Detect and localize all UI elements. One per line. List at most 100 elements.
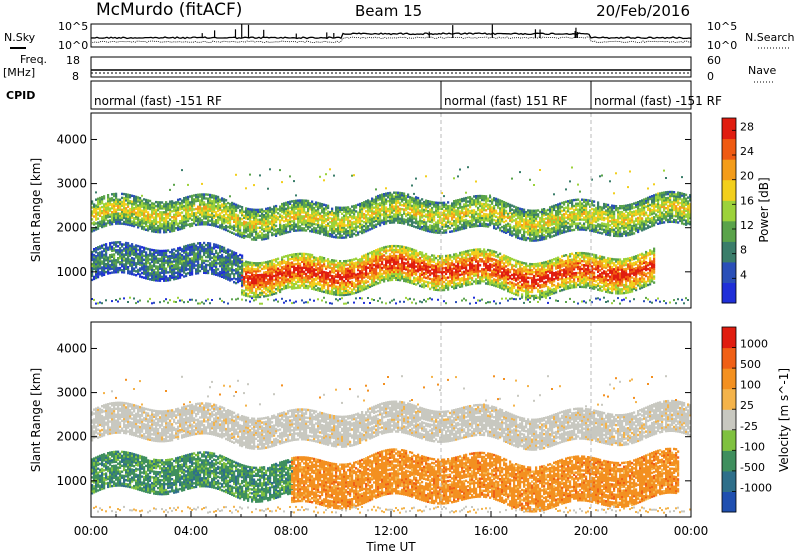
power-cell xyxy=(229,269,232,272)
power-cell xyxy=(231,217,234,221)
power-cell xyxy=(393,248,396,252)
power-cell xyxy=(245,223,248,226)
power-cell xyxy=(301,278,304,281)
power-cell xyxy=(165,207,168,210)
power-cell xyxy=(251,224,254,227)
power-cell xyxy=(413,298,415,301)
power-cell xyxy=(319,218,322,221)
power-cell xyxy=(411,250,414,253)
power-cell xyxy=(283,265,286,268)
power-cell xyxy=(195,219,198,223)
power-cell xyxy=(173,225,176,228)
power-cell xyxy=(109,199,112,202)
power-cell xyxy=(321,215,324,218)
power-cell xyxy=(173,217,176,220)
power-cell xyxy=(193,242,196,246)
power-cell xyxy=(389,270,392,274)
power-cell xyxy=(91,272,94,276)
power-cell xyxy=(295,276,298,280)
power-cell xyxy=(293,283,296,286)
power-cell xyxy=(141,252,144,255)
power-cell xyxy=(205,193,208,196)
power-cell xyxy=(281,284,284,287)
power-cell xyxy=(311,265,314,269)
power-cell xyxy=(173,213,176,216)
power-cell xyxy=(357,213,360,216)
power-cell xyxy=(373,220,376,223)
power-cell xyxy=(267,264,270,267)
power-cell xyxy=(297,252,300,256)
power-cell xyxy=(197,217,200,220)
power-cell xyxy=(99,301,101,304)
power-cell xyxy=(157,251,160,254)
power-cell xyxy=(341,224,344,227)
power-cell xyxy=(215,249,218,253)
power-cell xyxy=(321,216,324,220)
power-cell xyxy=(281,204,284,208)
power-cell xyxy=(397,215,400,218)
power-cell xyxy=(171,266,174,269)
power-cell xyxy=(425,276,428,280)
power-cell xyxy=(103,223,106,226)
power-cell xyxy=(283,301,285,304)
power-cell xyxy=(421,208,424,211)
power-cell xyxy=(393,260,396,264)
power-cell xyxy=(325,281,328,284)
power-cell xyxy=(129,219,132,223)
power-cell xyxy=(127,244,130,247)
power-cell xyxy=(327,275,330,279)
power-cell xyxy=(435,256,438,260)
power-cell xyxy=(403,198,406,201)
power-cell xyxy=(301,201,304,204)
power-cell xyxy=(385,198,388,201)
power-cell xyxy=(377,276,380,279)
power-cell xyxy=(321,276,324,279)
power-cell xyxy=(349,263,352,266)
power-cell xyxy=(389,247,392,250)
power-cell xyxy=(263,235,266,239)
power-cell xyxy=(347,275,350,278)
power-cell xyxy=(271,281,274,284)
power-cell xyxy=(127,205,130,208)
power-cell xyxy=(251,212,254,215)
power-cell xyxy=(125,221,128,224)
power-cell xyxy=(149,207,152,211)
power-cell xyxy=(419,266,422,270)
power-cell xyxy=(413,199,416,202)
power-cell xyxy=(181,207,184,210)
power-cell xyxy=(173,274,176,277)
power-cell xyxy=(391,205,394,208)
power-cell xyxy=(189,207,192,210)
power-cell xyxy=(305,260,308,264)
power-cell xyxy=(239,235,242,238)
power-cell xyxy=(133,261,136,264)
power-cell xyxy=(201,263,204,267)
power-cell xyxy=(107,219,110,223)
power-cell xyxy=(213,272,216,276)
power-cell xyxy=(109,203,112,206)
power-cell xyxy=(159,257,162,261)
power-cell xyxy=(117,259,120,262)
power-cell xyxy=(221,217,224,220)
power-cell xyxy=(203,205,206,208)
power-cell xyxy=(225,205,228,208)
power-cell xyxy=(113,257,116,260)
power-cell xyxy=(213,214,216,217)
power-cell xyxy=(99,253,102,256)
power-cell xyxy=(117,206,120,209)
power-cell xyxy=(409,200,412,203)
power-cell xyxy=(165,279,168,282)
power-cell xyxy=(143,250,146,254)
power-cell xyxy=(293,267,296,270)
power-cell xyxy=(189,261,192,264)
power-cell xyxy=(409,220,412,223)
power-cell xyxy=(133,245,136,248)
power-cell xyxy=(375,188,377,191)
power-cell xyxy=(221,223,224,226)
power-cell xyxy=(347,208,350,211)
power-cell xyxy=(395,213,398,216)
power-cell xyxy=(149,268,152,271)
power-cell xyxy=(101,268,104,271)
power-cell xyxy=(439,265,442,268)
power-cell xyxy=(417,258,420,261)
